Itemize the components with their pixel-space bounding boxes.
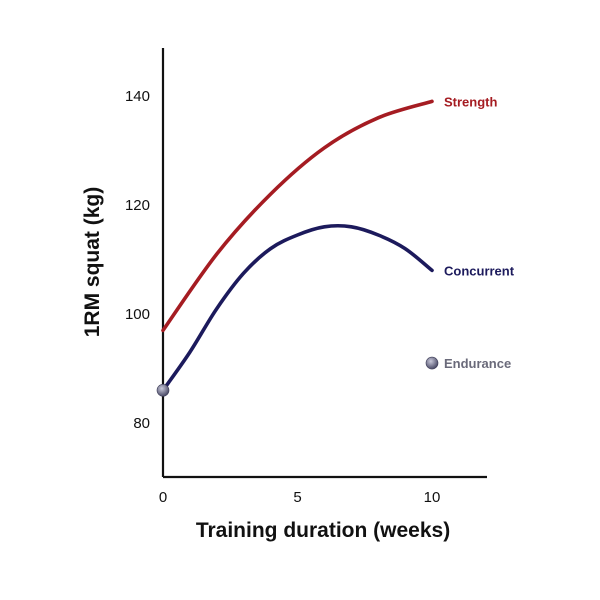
concurrent-line bbox=[161, 223, 434, 393]
x-tick-label: 10 bbox=[424, 489, 441, 506]
concurrent-label: Concurrent bbox=[444, 263, 515, 278]
y-tick-label: 120 bbox=[125, 197, 150, 214]
endurance-point bbox=[425, 356, 439, 370]
endurance-label: Endurance bbox=[444, 356, 511, 371]
strength-line bbox=[161, 99, 434, 333]
y-tick-label: 80 bbox=[133, 415, 150, 432]
x-tick-label: 5 bbox=[293, 489, 301, 506]
strength-label: Strength bbox=[444, 94, 498, 109]
x-axis-title: Training duration (weeks) bbox=[196, 519, 450, 542]
y-tick-label: 100 bbox=[125, 306, 150, 323]
y-tick-label: 140 bbox=[125, 88, 150, 105]
y-axis-title: 1RM squat (kg) bbox=[81, 187, 104, 338]
endurance-point bbox=[156, 383, 170, 397]
x-tick-label: 0 bbox=[159, 489, 167, 506]
